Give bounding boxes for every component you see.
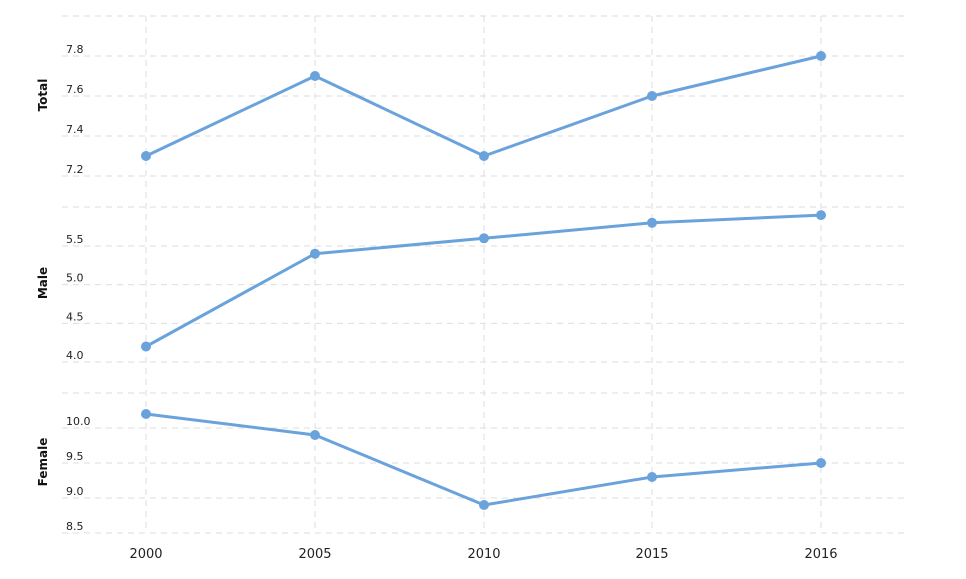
- total-point-2010: [479, 151, 489, 161]
- female-point-2005: [310, 430, 320, 440]
- total-point-2016: [816, 51, 826, 61]
- female-y-tick-label: 9.5: [66, 450, 84, 463]
- female-y-tick-label: 9.0: [66, 485, 84, 498]
- x-tick-label-2010: 2010: [467, 547, 500, 562]
- female-point-2015: [647, 472, 657, 482]
- x-tick-label-2015: 2015: [635, 547, 668, 562]
- total-y-tick-label: 7.4: [66, 123, 84, 136]
- male-point-2000: [141, 341, 151, 352]
- total-y-tick-label: 7.8: [66, 43, 84, 56]
- female-y-axis-label: Female: [36, 438, 50, 487]
- male-y-tick-label: 5.0: [66, 272, 84, 285]
- total-point-2005: [310, 71, 320, 81]
- female-point-2016: [816, 458, 826, 468]
- male-y-tick-label: 4.0: [66, 349, 84, 362]
- total-point-2015: [647, 91, 657, 101]
- male-point-2010: [479, 233, 489, 244]
- female-y-tick-label: 10.0: [66, 415, 91, 428]
- female-point-2010: [479, 500, 489, 510]
- male-point-2005: [310, 248, 320, 259]
- x-tick-label-2016: 2016: [804, 547, 837, 562]
- total-y-tick-label: 7.6: [66, 83, 84, 96]
- male-point-2015: [647, 217, 657, 228]
- total-y-axis-label: Total: [36, 79, 50, 112]
- total-y-tick-label: 7.2: [66, 163, 84, 176]
- male-point-2016: [816, 210, 826, 221]
- female-point-2000: [141, 409, 151, 419]
- x-tick-label-2005: 2005: [298, 547, 331, 562]
- male-y-tick-label: 5.5: [66, 233, 84, 246]
- total-point-2000: [141, 151, 151, 161]
- male-y-axis-label: Male: [36, 267, 50, 299]
- x-tick-label-2000: 2000: [129, 547, 162, 562]
- male-y-tick-label: 4.5: [66, 310, 84, 323]
- female-y-tick-label: 8.5: [66, 520, 84, 533]
